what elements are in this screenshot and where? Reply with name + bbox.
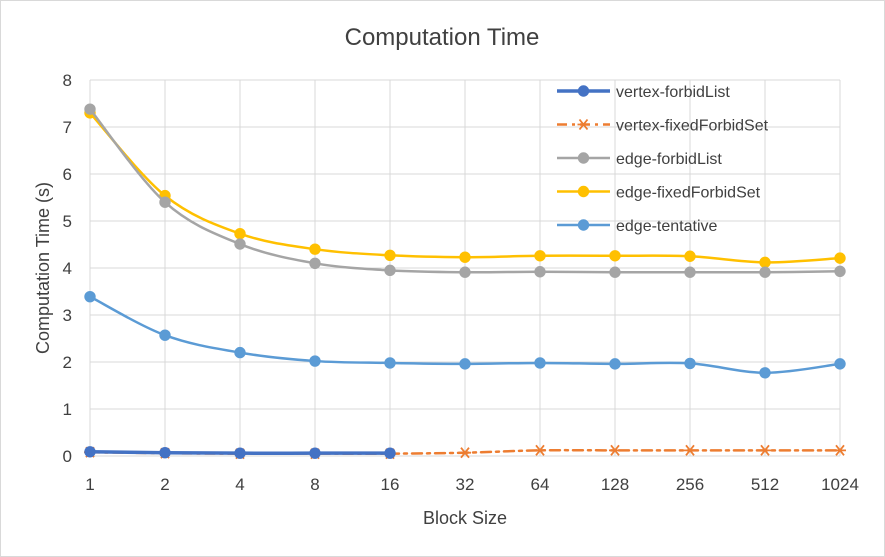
data-point xyxy=(84,446,96,458)
data-point xyxy=(84,103,96,115)
data-point xyxy=(309,257,321,269)
series-edge-fixedForbidSet xyxy=(84,107,846,269)
series-vertex-forbidList xyxy=(84,446,396,459)
data-point xyxy=(384,357,396,369)
legend-swatch-marker xyxy=(577,118,590,131)
x-tick-label: 2 xyxy=(160,475,169,494)
data-point xyxy=(459,358,471,370)
legend-item: edge-forbidList xyxy=(557,151,722,168)
data-point xyxy=(609,358,621,370)
data-point xyxy=(534,250,546,262)
x-tick-label: 64 xyxy=(531,475,550,494)
data-point xyxy=(534,357,546,369)
y-tick-label: 5 xyxy=(63,212,72,231)
data-point xyxy=(684,266,696,278)
data-point xyxy=(159,447,171,459)
data-point xyxy=(459,447,471,459)
legend-label: edge-forbidList xyxy=(616,151,722,168)
data-point xyxy=(309,243,321,255)
data-point xyxy=(759,444,771,456)
legend: vertex-forbidList vertex-fixedForbidSet ed… xyxy=(557,84,769,235)
data-point xyxy=(684,357,696,370)
data-point xyxy=(834,444,846,456)
x-tick-label: 1 xyxy=(85,475,94,494)
data-point xyxy=(684,444,696,456)
data-point xyxy=(759,266,771,278)
data-point xyxy=(159,329,171,341)
data-point xyxy=(834,358,846,370)
x-tick-label: 8 xyxy=(310,475,319,494)
data-point xyxy=(759,256,771,269)
data-point xyxy=(159,196,171,208)
series-edge-forbidList xyxy=(84,103,846,278)
data-point xyxy=(309,447,321,459)
data-point xyxy=(384,447,396,459)
data-point xyxy=(384,264,396,277)
legend-label: edge-fixedForbidSet xyxy=(616,185,761,202)
data-point xyxy=(234,447,246,459)
data-point xyxy=(534,266,546,278)
data-point xyxy=(534,444,546,456)
legend-label: edge-tentative xyxy=(616,218,718,235)
legend-label: vertex-fixedForbidSet xyxy=(616,118,769,135)
x-tick-label: 4 xyxy=(235,475,244,494)
y-tick-label: 4 xyxy=(63,259,72,278)
legend-swatch-marker xyxy=(577,85,590,97)
data-point xyxy=(609,250,621,262)
x-axis-title: Block Size xyxy=(423,508,507,528)
y-tick-label: 0 xyxy=(63,447,72,466)
legend-swatch-marker xyxy=(577,152,590,164)
y-tick-label: 1 xyxy=(63,400,72,419)
data-point xyxy=(759,367,771,379)
data-point xyxy=(384,249,396,262)
x-tick-label: 1024 xyxy=(821,475,859,494)
data-point xyxy=(459,266,471,278)
chart-title: Computation Time xyxy=(345,24,540,51)
data-point xyxy=(234,227,246,240)
legend-swatch-marker xyxy=(577,185,590,198)
y-axis-title: Computation Time (s) xyxy=(33,182,53,354)
data-point xyxy=(834,252,846,264)
legend-swatch-marker xyxy=(577,219,590,231)
x-tick-label: 256 xyxy=(676,475,704,494)
x-tick-label: 128 xyxy=(601,475,629,494)
y-axis-ticks: 0 1 2 3 4 5 6 7 8 xyxy=(63,71,72,466)
x-axis-ticks: 1 2 4 8 16 32 64 128 256 512 1024 xyxy=(85,475,859,494)
y-tick-label: 6 xyxy=(63,165,72,184)
data-point xyxy=(609,266,621,278)
series-layer xyxy=(84,103,846,460)
legend-item: edge-tentative xyxy=(557,218,718,235)
legend-item: vertex-fixedForbidSet xyxy=(557,118,769,135)
data-point xyxy=(234,238,246,250)
data-point xyxy=(609,444,621,456)
data-point xyxy=(309,355,321,367)
data-point xyxy=(834,265,846,277)
y-tick-label: 7 xyxy=(63,118,72,137)
legend-item: edge-fixedForbidSet xyxy=(557,185,761,202)
series-edge-tentative xyxy=(84,290,846,379)
data-point xyxy=(84,290,96,303)
x-tick-label: 512 xyxy=(751,475,779,494)
y-tick-label: 8 xyxy=(63,71,72,90)
data-point xyxy=(459,251,471,263)
y-tick-label: 3 xyxy=(63,306,72,325)
x-tick-label: 16 xyxy=(381,475,400,494)
y-tick-label: 2 xyxy=(63,353,72,372)
x-tick-label: 32 xyxy=(456,475,475,494)
data-point xyxy=(684,250,696,262)
data-point xyxy=(234,346,246,359)
legend-label: vertex-forbidList xyxy=(616,84,730,101)
legend-item: vertex-forbidList xyxy=(557,84,730,101)
